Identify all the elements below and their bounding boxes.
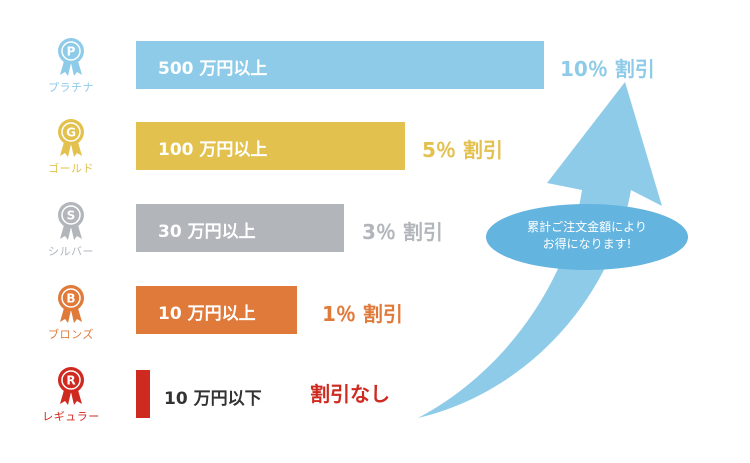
badge-letter: P [67, 45, 76, 59]
bar-bronze: 10 万円以上 [136, 286, 297, 334]
badge-bronze: B ブロンズ [33, 284, 109, 342]
bar-regular [136, 370, 150, 418]
platinum-ribbon-medal-icon: P [58, 38, 84, 76]
badge-letter: S [67, 209, 76, 223]
badge-letter: B [66, 292, 75, 306]
badge-silver: S シルバー [33, 201, 109, 259]
discount-bronze: 1％ 割引 [322, 302, 403, 326]
discount-silver: 3％ 割引 [362, 220, 443, 244]
badge-platinum: P プラチナ [33, 37, 109, 95]
badge-regular: R レギュラー [33, 366, 109, 424]
info-speech-bubble: 累計ご注文金額により お得になります! [486, 204, 688, 270]
threshold-bronze: 10 万円以上 [158, 304, 256, 324]
bar-gold: 100 万円以上 [136, 122, 405, 170]
discount-regular: 割引なし [310, 382, 390, 406]
badge-letter: R [66, 374, 75, 388]
discount-platinum: 10％ 割引 [560, 57, 655, 81]
tier-name-regular: レギュラー [42, 410, 100, 423]
bronze-ribbon-medal-icon: B [58, 285, 84, 323]
threshold-silver: 30 万円以上 [158, 222, 256, 242]
tier-name-gold: ゴールド [48, 162, 94, 175]
bubble-line-2: お得になります! [542, 237, 632, 251]
bar-silver: 30 万円以上 [136, 204, 344, 252]
tier-name-bronze: ブロンズ [48, 328, 94, 341]
badge-gold: G ゴールド [33, 118, 109, 176]
badge-letter: G [66, 126, 76, 140]
gold-ribbon-medal-icon: G [58, 119, 84, 157]
threshold-platinum: 500 万円以上 [158, 59, 268, 79]
discount-gold: 5％ 割引 [422, 138, 503, 162]
bar-platinum: 500 万円以上 [136, 41, 544, 89]
threshold-gold: 100 万円以上 [158, 140, 268, 160]
tier-name-platinum: プラチナ [48, 81, 94, 94]
bubble-line-1: 累計ご注文金額により [527, 220, 647, 234]
regular-ribbon-medal-icon: R [58, 367, 84, 405]
silver-ribbon-medal-icon: S [58, 202, 84, 240]
tier-name-silver: シルバー [48, 245, 94, 258]
threshold-regular: 10 万円以下 [164, 389, 262, 409]
